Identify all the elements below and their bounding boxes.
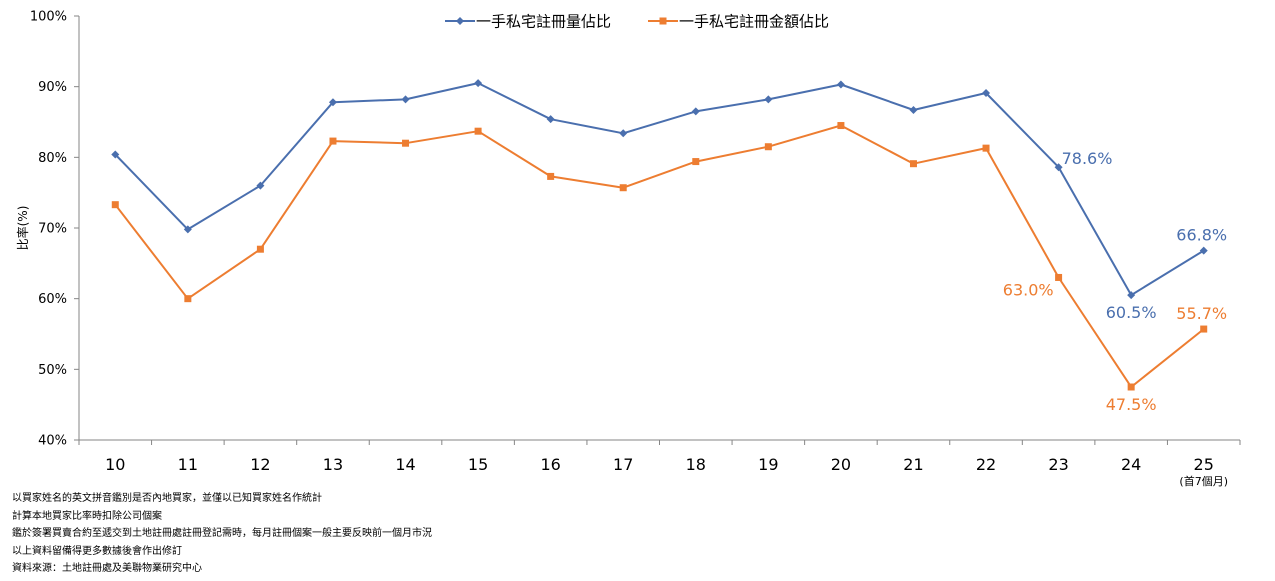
data-point — [1200, 325, 1208, 333]
data-label: 47.5% — [1106, 395, 1157, 414]
data-point — [1054, 163, 1063, 172]
x-axis-ticks: 10 11 12 13 14 15 16 17 18 19 20 21 22 23 24 25(首7個月) — [78, 440, 1241, 488]
data-point — [909, 160, 917, 168]
footnote-line: 以買家姓名的英文拼音鑑別是否內地買家，並僅以已知買家姓名作統計 — [12, 493, 322, 504]
y-tick-label: 40% — [38, 434, 67, 449]
x-tick-label: 19 — [758, 455, 778, 474]
data-point — [546, 115, 555, 124]
data-point — [691, 107, 700, 116]
data-point — [764, 143, 772, 151]
x-tick-label: 15 — [468, 455, 488, 474]
chart-legend: 一手私宅註冊量佔比 一手私宅註冊金額佔比 — [445, 13, 829, 31]
y-tick-label: 50% — [38, 363, 67, 378]
x-tick-label: 25 — [1194, 455, 1214, 474]
legend-item-1: 一手私宅註冊量佔比 — [445, 13, 611, 31]
x-tick-label: 11 — [178, 455, 198, 474]
data-point — [183, 225, 192, 234]
x-tick-sublabel: (首7個月) — [1179, 474, 1228, 488]
line-chart: 40%50%60%70%80%90%100% 10 11 12 13 14 15 16 17 1… — [15, 10, 1241, 488]
data-point — [982, 89, 991, 98]
legend-label: 一手私宅註冊金額佔比 — [679, 13, 829, 31]
x-tick-label: 12 — [250, 455, 270, 474]
series-line — [114, 124, 1205, 388]
data-point — [547, 172, 555, 180]
data-label: 55.7% — [1176, 304, 1227, 323]
x-tick-label: 20 — [831, 455, 851, 474]
data-point — [111, 150, 120, 159]
series-2 — [111, 122, 1208, 391]
data-point — [764, 95, 773, 104]
footnote-line: 計算本地買家比率時扣除公司個案 — [12, 510, 162, 522]
y-tick-label: 80% — [38, 151, 67, 166]
data-point — [836, 80, 845, 89]
y-tick-label: 90% — [38, 80, 67, 95]
y-tick-label: 100% — [30, 10, 67, 25]
data-point — [329, 137, 337, 145]
data-point — [474, 127, 482, 135]
data-point — [402, 139, 410, 147]
x-tick-label: 24 — [1121, 455, 1141, 474]
x-tick-label: 22 — [976, 455, 996, 474]
footnote-line: 以上資料留備得更多數據後會作出修訂 — [12, 545, 182, 557]
x-tick-label: 10 — [105, 455, 125, 474]
data-point — [328, 98, 337, 107]
data-point — [256, 181, 265, 190]
data-point — [1055, 273, 1063, 281]
y-tick-label: 60% — [38, 292, 67, 307]
data-point — [619, 129, 628, 138]
x-tick-label: 17 — [613, 455, 633, 474]
data-point — [909, 105, 918, 114]
data-point — [1127, 291, 1136, 300]
data-labels: 78.6% 60.5% 66.8% 63.0% 47.5% 55.7% — [1003, 149, 1227, 414]
data-point — [474, 79, 483, 88]
data-point — [184, 295, 192, 303]
chart-axes — [78, 16, 1240, 441]
data-label: 60.5% — [1106, 303, 1157, 322]
data-label: 78.6% — [1062, 149, 1113, 168]
legend-marker — [659, 17, 667, 25]
y-axis-ticks: 40% 50% 60% 70% 80% 90% 100% — [30, 10, 79, 449]
legend-item-2: 一手私宅註冊金額佔比 — [648, 13, 829, 31]
x-tick-label: 14 — [395, 455, 415, 474]
legend-label: 一手私宅註冊量佔比 — [476, 13, 611, 31]
y-axis-label: 比率(%) — [15, 206, 30, 251]
footnote-source: 資料來源：土地註冊處及美聯物業研究中心 — [12, 563, 202, 575]
chart-series — [111, 79, 1208, 391]
series-line — [114, 82, 1205, 297]
series-1 — [111, 79, 1208, 300]
y-tick-label: 70% — [38, 222, 67, 237]
footnotes: 以買家姓名的英文拼音鑑別是否內地買家，並僅以已知買家姓名作統計 計算本地買家比率… — [12, 490, 432, 578]
data-point — [1199, 246, 1208, 255]
data-point — [619, 184, 627, 192]
x-tick-label: 23 — [1048, 455, 1068, 474]
data-point — [401, 95, 410, 104]
data-point — [111, 201, 119, 209]
footnote-line: 鑑於簽署買賣合約至遞交到土地註冊處註冊登記需時，每月註冊個案一般主要反映前一個月… — [12, 528, 432, 540]
data-point — [837, 122, 845, 130]
legend-marker — [456, 17, 464, 25]
data-point — [1127, 383, 1135, 391]
data-point — [256, 245, 264, 253]
data-label: 63.0% — [1003, 280, 1054, 299]
x-tick-label: 21 — [903, 455, 923, 474]
data-point — [692, 158, 700, 166]
x-tick-label: 13 — [323, 455, 343, 474]
x-tick-label: 18 — [686, 455, 706, 474]
data-label: 66.8% — [1176, 226, 1227, 245]
data-point — [982, 144, 990, 152]
x-tick-label: 16 — [540, 455, 560, 474]
